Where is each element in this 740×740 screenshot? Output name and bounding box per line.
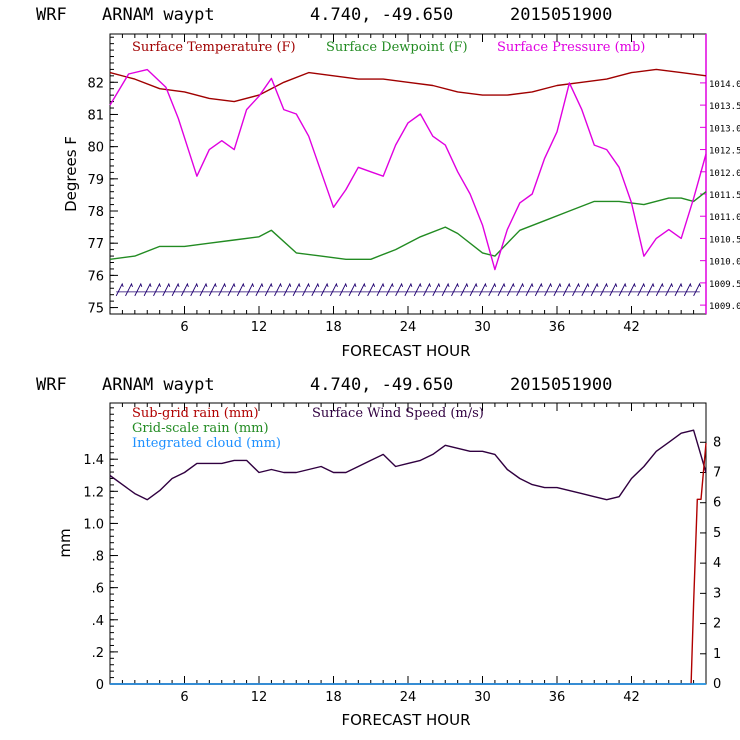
- legend-surface-temperature: Surface Temperature (F): [132, 40, 296, 55]
- y-tick-label: 1.2: [83, 485, 104, 500]
- y-tick-label: 81: [87, 108, 104, 123]
- x-tick-label: 12: [251, 690, 268, 705]
- y2-tick-label: 1009.5: [709, 280, 740, 290]
- x-tick-label: 6: [180, 320, 188, 335]
- surface-temperature-f-line: [109, 68, 707, 103]
- y2-tick-label: 4: [713, 556, 721, 571]
- panel2-xlabel: FORECAST HOUR: [341, 711, 470, 729]
- panel1-model: WRF: [36, 5, 67, 25]
- y-tick-label: .2: [92, 646, 104, 661]
- y2-tick-label: 1011.0: [709, 213, 740, 223]
- panel2-init: 2015051900: [510, 375, 612, 395]
- legend-integrated-cloud: Integrated cloud (mm): [132, 436, 281, 451]
- x-tick-label: 24: [400, 320, 417, 335]
- y-tick-label: 80: [87, 141, 104, 156]
- surface-dewpoint-f-line: [109, 191, 707, 260]
- panel1-x-ticks: 6 12 18 24 30 36 42: [121, 34, 695, 335]
- y-tick-label: 76: [87, 269, 104, 284]
- panel1-init: 2015051900: [510, 5, 612, 25]
- x-tick-label: 30: [474, 320, 491, 335]
- legend-surface-dewpoint: Surface Dewpoint (F): [326, 40, 468, 55]
- panel1-series: [109, 68, 707, 297]
- x-tick-label: 18: [325, 320, 342, 335]
- y2-tick-label: 1009.0: [709, 302, 740, 312]
- panel2-coords: 4.740, -49.650: [310, 375, 453, 395]
- y2-tick-label: 6: [713, 496, 721, 511]
- x-tick-label: 24: [400, 690, 417, 705]
- y2-tick-label: 1014.0: [709, 80, 740, 90]
- y-tick-label: .8: [92, 550, 104, 565]
- y2-tick-label: 1010.5: [709, 235, 740, 245]
- x-tick-label: 36: [549, 320, 566, 335]
- x-tick-label: 42: [623, 320, 640, 335]
- y-tick-label: 1.4: [83, 453, 104, 468]
- panel1-xlabel: FORECAST HOUR: [341, 342, 470, 360]
- y-tick-label: 78: [87, 205, 104, 220]
- panel2-y2-ticks: 0 1 2 3 4 5 6 7 8: [700, 435, 721, 692]
- y2-tick-label: 1010.0: [709, 258, 740, 268]
- panel-2: WRF ARNAM waypt 4.740, -49.650 201505190…: [36, 375, 721, 729]
- x-tick-label: 42: [623, 690, 640, 705]
- y2-tick-label: 1012.5: [709, 147, 740, 157]
- panel2-series: [109, 429, 707, 685]
- panel1-y-ticks: 75 76 77 78 79 80 81 82: [87, 36, 118, 317]
- panel1-y2-ticks: 1009.0 1009.5 1010.0 1010.5 1011.0 1011.5 1012…: [700, 80, 740, 312]
- wind-barbs: [115, 282, 702, 297]
- surface-wind-speed-m-s-line: [109, 429, 707, 501]
- y2-tick-label: 2: [713, 617, 721, 632]
- y-tick-label: 77: [87, 237, 104, 252]
- panel-1: WRF ARNAM waypt 4.740, -49.650 201505190…: [36, 5, 740, 360]
- y2-tick-label: 8: [713, 435, 721, 450]
- surface-pressure-mb-line: [109, 68, 707, 271]
- y-tick-label: .6: [92, 582, 104, 597]
- panel2-site: ARNAM waypt: [102, 375, 215, 395]
- panel1-ylabel: Degrees F: [62, 136, 80, 212]
- legend-gridscale-rain: Grid-scale rain (mm): [132, 421, 269, 436]
- panel1-coords: 4.740, -49.650: [310, 5, 453, 25]
- y2-tick-label: 1012.0: [709, 169, 740, 179]
- y2-tick-label: 1011.5: [709, 191, 740, 201]
- y2-tick-label: 5: [713, 526, 721, 541]
- y2-tick-label: 3: [713, 586, 721, 601]
- y-tick-label: 79: [87, 173, 104, 188]
- legend-surface-pressure: Surface Pressure (mb): [497, 40, 645, 55]
- sub-grid-rain-mm-line: [110, 443, 707, 685]
- y-tick-label: .4: [92, 614, 104, 629]
- panel2-ylabel: mm: [56, 528, 74, 557]
- y-tick-label: 82: [87, 76, 104, 91]
- legend-subgrid-rain: Sub-grid rain (mm): [132, 406, 259, 421]
- y2-tick-label: 7: [713, 465, 721, 480]
- x-tick-label: 36: [549, 690, 566, 705]
- y-tick-label: 1.0: [83, 517, 104, 532]
- y2-tick-label: 1013.5: [709, 102, 740, 112]
- x-tick-label: 18: [325, 690, 342, 705]
- y2-tick-label: 1013.0: [709, 124, 740, 134]
- y2-tick-label: 0: [713, 677, 721, 692]
- panel2-model: WRF: [36, 375, 67, 395]
- legend-wind-speed: Surface Wind Speed (m/s): [312, 406, 484, 421]
- y-tick-label: 75: [87, 302, 104, 317]
- panel1-site: ARNAM waypt: [102, 5, 215, 25]
- x-tick-label: 30: [474, 690, 491, 705]
- x-tick-label: 6: [180, 690, 188, 705]
- y-tick-label: 0: [96, 678, 104, 693]
- x-tick-label: 12: [251, 320, 268, 335]
- y2-tick-label: 1: [713, 647, 721, 662]
- panel2-y-ticks: 0 .2 .4 .6 .8 1.0 1.2 1.4: [83, 407, 118, 693]
